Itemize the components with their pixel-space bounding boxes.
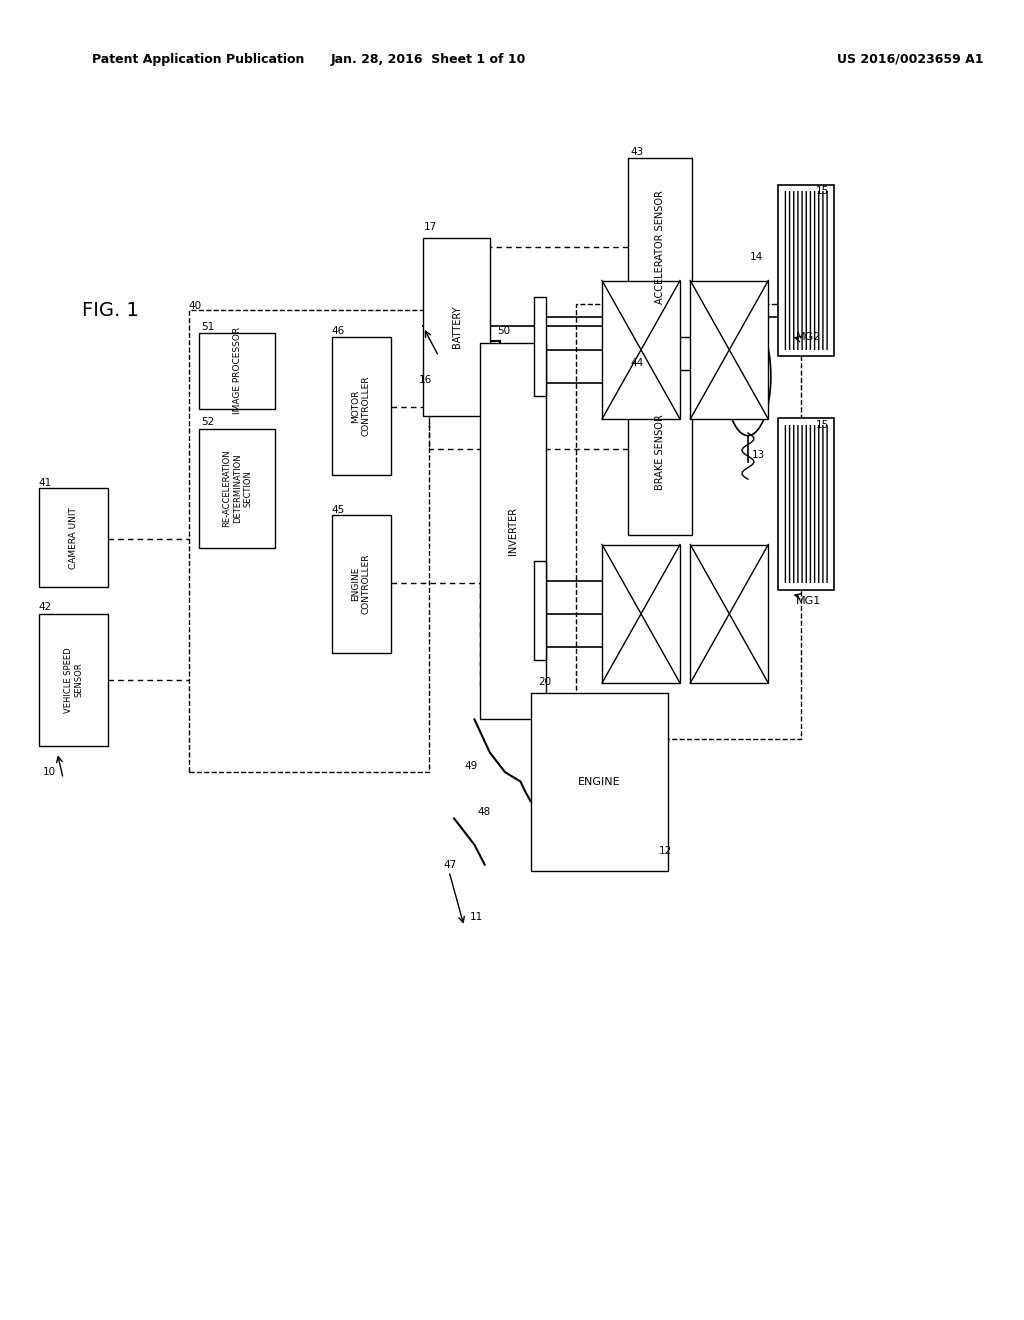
Bar [530,693,669,871]
Text: INVERTER: INVERTER [508,507,518,556]
Text: 49: 49 [464,760,477,771]
Bar [332,515,391,653]
Bar [778,418,835,590]
Text: MOTOR
CONTROLLER: MOTOR CONTROLLER [351,376,371,436]
Text: 47: 47 [443,859,457,870]
Text: 41: 41 [39,478,52,488]
Text: 12: 12 [659,846,673,857]
Text: 16: 16 [419,375,431,385]
Text: 44: 44 [631,358,644,368]
Bar [188,310,429,772]
Text: 48: 48 [477,807,490,817]
Text: 50: 50 [497,326,510,337]
Bar [628,370,692,535]
Text: 20: 20 [539,677,552,688]
Bar [690,544,768,682]
Text: 15: 15 [816,420,829,430]
Bar [534,561,546,660]
Bar [783,191,829,350]
Text: 17: 17 [424,222,436,232]
Text: 40: 40 [188,301,202,312]
Text: 45: 45 [332,504,345,515]
Text: 52: 52 [201,417,214,428]
Text: 46: 46 [332,326,345,337]
Text: ACCELERATOR SENSOR: ACCELERATOR SENSOR [654,190,665,305]
Text: Patent Application Publication: Patent Application Publication [92,53,304,66]
Text: BRAKE SENSOR: BRAKE SENSOR [654,414,665,490]
Text: 11: 11 [469,912,482,923]
Bar [690,281,768,420]
Text: MG1: MG1 [796,595,821,606]
Text: 43: 43 [631,147,644,157]
Text: 14: 14 [750,252,763,263]
Text: 10: 10 [43,767,56,777]
Text: MG2: MG2 [796,331,821,342]
Text: CAMERA UNIT: CAMERA UNIT [69,507,78,569]
Text: ENGINE: ENGINE [579,777,621,787]
Text: RE-ACCELERATION
DETERMINATION
SECTION: RE-ACCELERATION DETERMINATION SECTION [222,450,252,527]
Text: VEHICLE SPEED
SENSOR: VEHICLE SPEED SENSOR [63,647,83,713]
Ellipse shape [725,317,771,436]
Bar [783,425,829,583]
Bar [602,281,680,420]
Text: ENGINE
CONTROLLER: ENGINE CONTROLLER [351,554,371,614]
Bar [577,304,801,739]
Text: BATTERY: BATTERY [452,305,462,348]
Bar [602,544,680,682]
Bar [479,343,546,719]
Bar [39,488,109,587]
Bar [778,185,835,356]
Bar [534,297,546,396]
Text: FIG. 1: FIG. 1 [82,301,138,319]
Text: IMAGE PROCESSOR: IMAGE PROCESSOR [232,327,242,414]
Text: 42: 42 [39,602,52,612]
Bar [199,429,275,548]
Bar [199,333,275,409]
Text: 13: 13 [752,450,765,461]
Text: US 2016/0023659 A1: US 2016/0023659 A1 [837,53,983,66]
Bar [332,337,391,475]
Bar [39,614,109,746]
Bar [424,238,489,416]
Text: Jan. 28, 2016  Sheet 1 of 10: Jan. 28, 2016 Sheet 1 of 10 [331,53,526,66]
Text: 51: 51 [201,322,214,333]
Bar [628,158,692,337]
Text: 15: 15 [816,186,829,197]
